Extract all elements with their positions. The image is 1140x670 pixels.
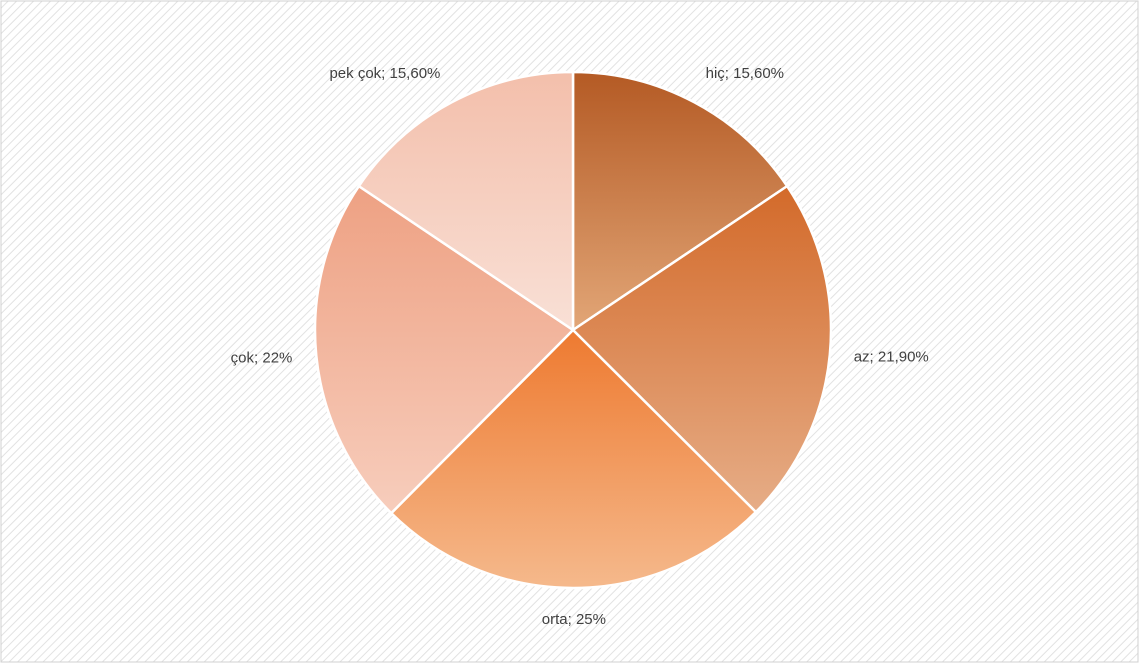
pie-slice bbox=[571, 70, 789, 333]
data-label: az; 21,90% bbox=[854, 349, 929, 366]
pie-slice bbox=[571, 184, 833, 514]
pie-slice bbox=[313, 184, 575, 515]
data-label: pek çok; 15,60% bbox=[329, 65, 440, 82]
pie-slice bbox=[389, 328, 758, 590]
data-label: orta; 25% bbox=[542, 611, 606, 628]
pie-slice bbox=[357, 70, 575, 333]
data-label: çok; 22% bbox=[231, 350, 293, 367]
data-label: hiç; 15,60% bbox=[706, 65, 784, 82]
